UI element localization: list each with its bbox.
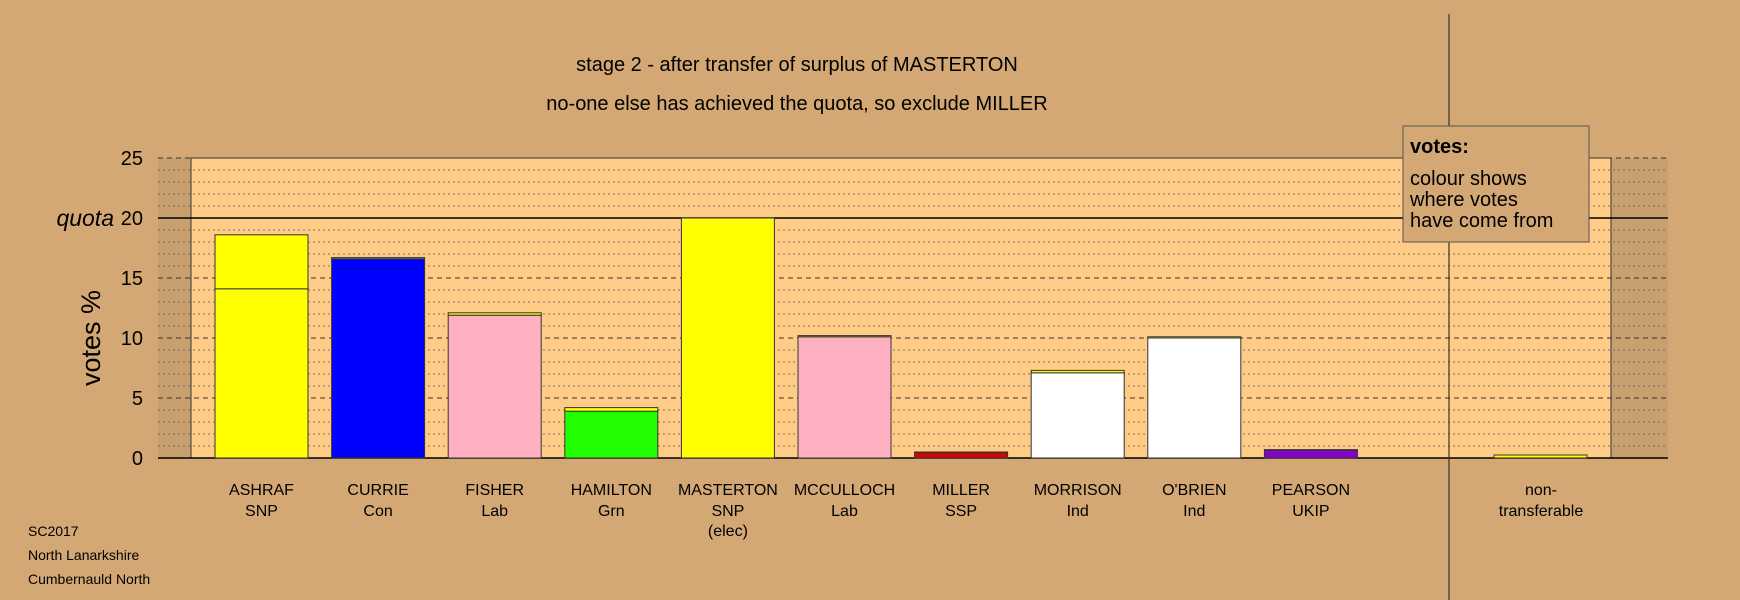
- chart-title: stage 2 - after transfer of surplus of M…: [576, 54, 1018, 76]
- y-tick-label: 0: [132, 448, 143, 470]
- candidate-name-label: PEARSON: [1272, 482, 1350, 499]
- candidate-name-label: ASHRAF: [229, 482, 294, 499]
- bar-segment: [564, 410, 659, 459]
- plot-band-right: [1611, 158, 1668, 458]
- legend-line-2: where votes: [1409, 189, 1518, 211]
- bar-segment: [797, 336, 892, 459]
- y-axis-label: votes %: [76, 290, 106, 386]
- bar-segment: [447, 314, 542, 459]
- bar-segment: [797, 335, 892, 338]
- legend-line-3: have come from: [1410, 210, 1553, 232]
- chart-subtitle: no-one else has achieved the quota, so e…: [546, 93, 1047, 115]
- bar-segment: [447, 312, 542, 316]
- bar-segment: [914, 452, 1009, 459]
- candidate-name-label: CURRIE: [347, 482, 408, 499]
- plot-band-left: [158, 158, 191, 458]
- nontransferable-label-1: non-: [1525, 482, 1557, 499]
- y-tick-label: 25: [121, 148, 143, 170]
- bar-segment: [331, 257, 426, 260]
- candidate-party-label: Lab: [481, 503, 508, 520]
- candidate-name-label: HAMILTON: [571, 482, 652, 499]
- y-tick-label: 20: [121, 208, 143, 230]
- bar-segment: [914, 451, 1009, 454]
- legend-line-1: colour shows: [1410, 168, 1527, 190]
- candidate-party-label: Ind: [1183, 503, 1205, 520]
- candidate-party-label: Grn: [598, 503, 625, 520]
- bar-segment: [1263, 449, 1358, 459]
- nontransferable-bar: [1493, 454, 1588, 459]
- candidate-name-label: MILLER: [932, 482, 990, 499]
- bar-segment: [1263, 449, 1358, 451]
- bar-segment: [214, 288, 309, 459]
- bar-segment: [564, 407, 659, 412]
- y-tick-label: 5: [132, 388, 143, 410]
- bar-segment: [680, 217, 775, 459]
- bar-segment: [214, 234, 309, 290]
- nontransferable-label-2: transferable: [1499, 503, 1584, 520]
- candidate-party-label: Lab: [831, 503, 858, 520]
- plot-area: [190, 157, 1612, 459]
- candidate-party-label: UKIP: [1292, 503, 1329, 520]
- y-tick-label: 15: [121, 268, 143, 290]
- bar-segment: [1030, 369, 1125, 374]
- candidate-party-label: SNP: [711, 503, 744, 520]
- footer-line-3: Cumbernauld North: [28, 571, 150, 587]
- footer-line-2: North Lanarkshire: [28, 547, 139, 563]
- candidate-name-label: MASTERTON: [678, 482, 778, 499]
- candidate-name-label: MORRISON: [1034, 482, 1122, 499]
- candidate-name-label: MCCULLOCH: [794, 482, 895, 499]
- quota-label: quota: [56, 205, 114, 231]
- y-tick-label: 10: [121, 328, 143, 350]
- candidate-party-label: Ind: [1067, 503, 1089, 520]
- legend-title: votes:: [1410, 136, 1469, 158]
- candidate-name-label: O'BRIEN: [1162, 482, 1226, 499]
- bar-segment: [1147, 336, 1242, 339]
- legend: votes: colour shows where votes have com…: [1402, 125, 1590, 243]
- candidate-name-label: FISHER: [465, 482, 524, 499]
- bar-segment: [1030, 372, 1125, 459]
- candidate-status-label: (elec): [708, 523, 748, 540]
- candidate-party-label: Con: [363, 503, 392, 520]
- bar-segment: [331, 258, 426, 459]
- candidate-party-label: SNP: [245, 503, 278, 520]
- legend-box: [1402, 125, 1590, 243]
- candidate-party-label: SSP: [945, 503, 977, 520]
- bar-segment: [1147, 337, 1242, 459]
- footer: SC2017 North Lanarkshire Cumbernauld Nor…: [28, 523, 150, 587]
- footer-line-1: SC2017: [28, 523, 79, 539]
